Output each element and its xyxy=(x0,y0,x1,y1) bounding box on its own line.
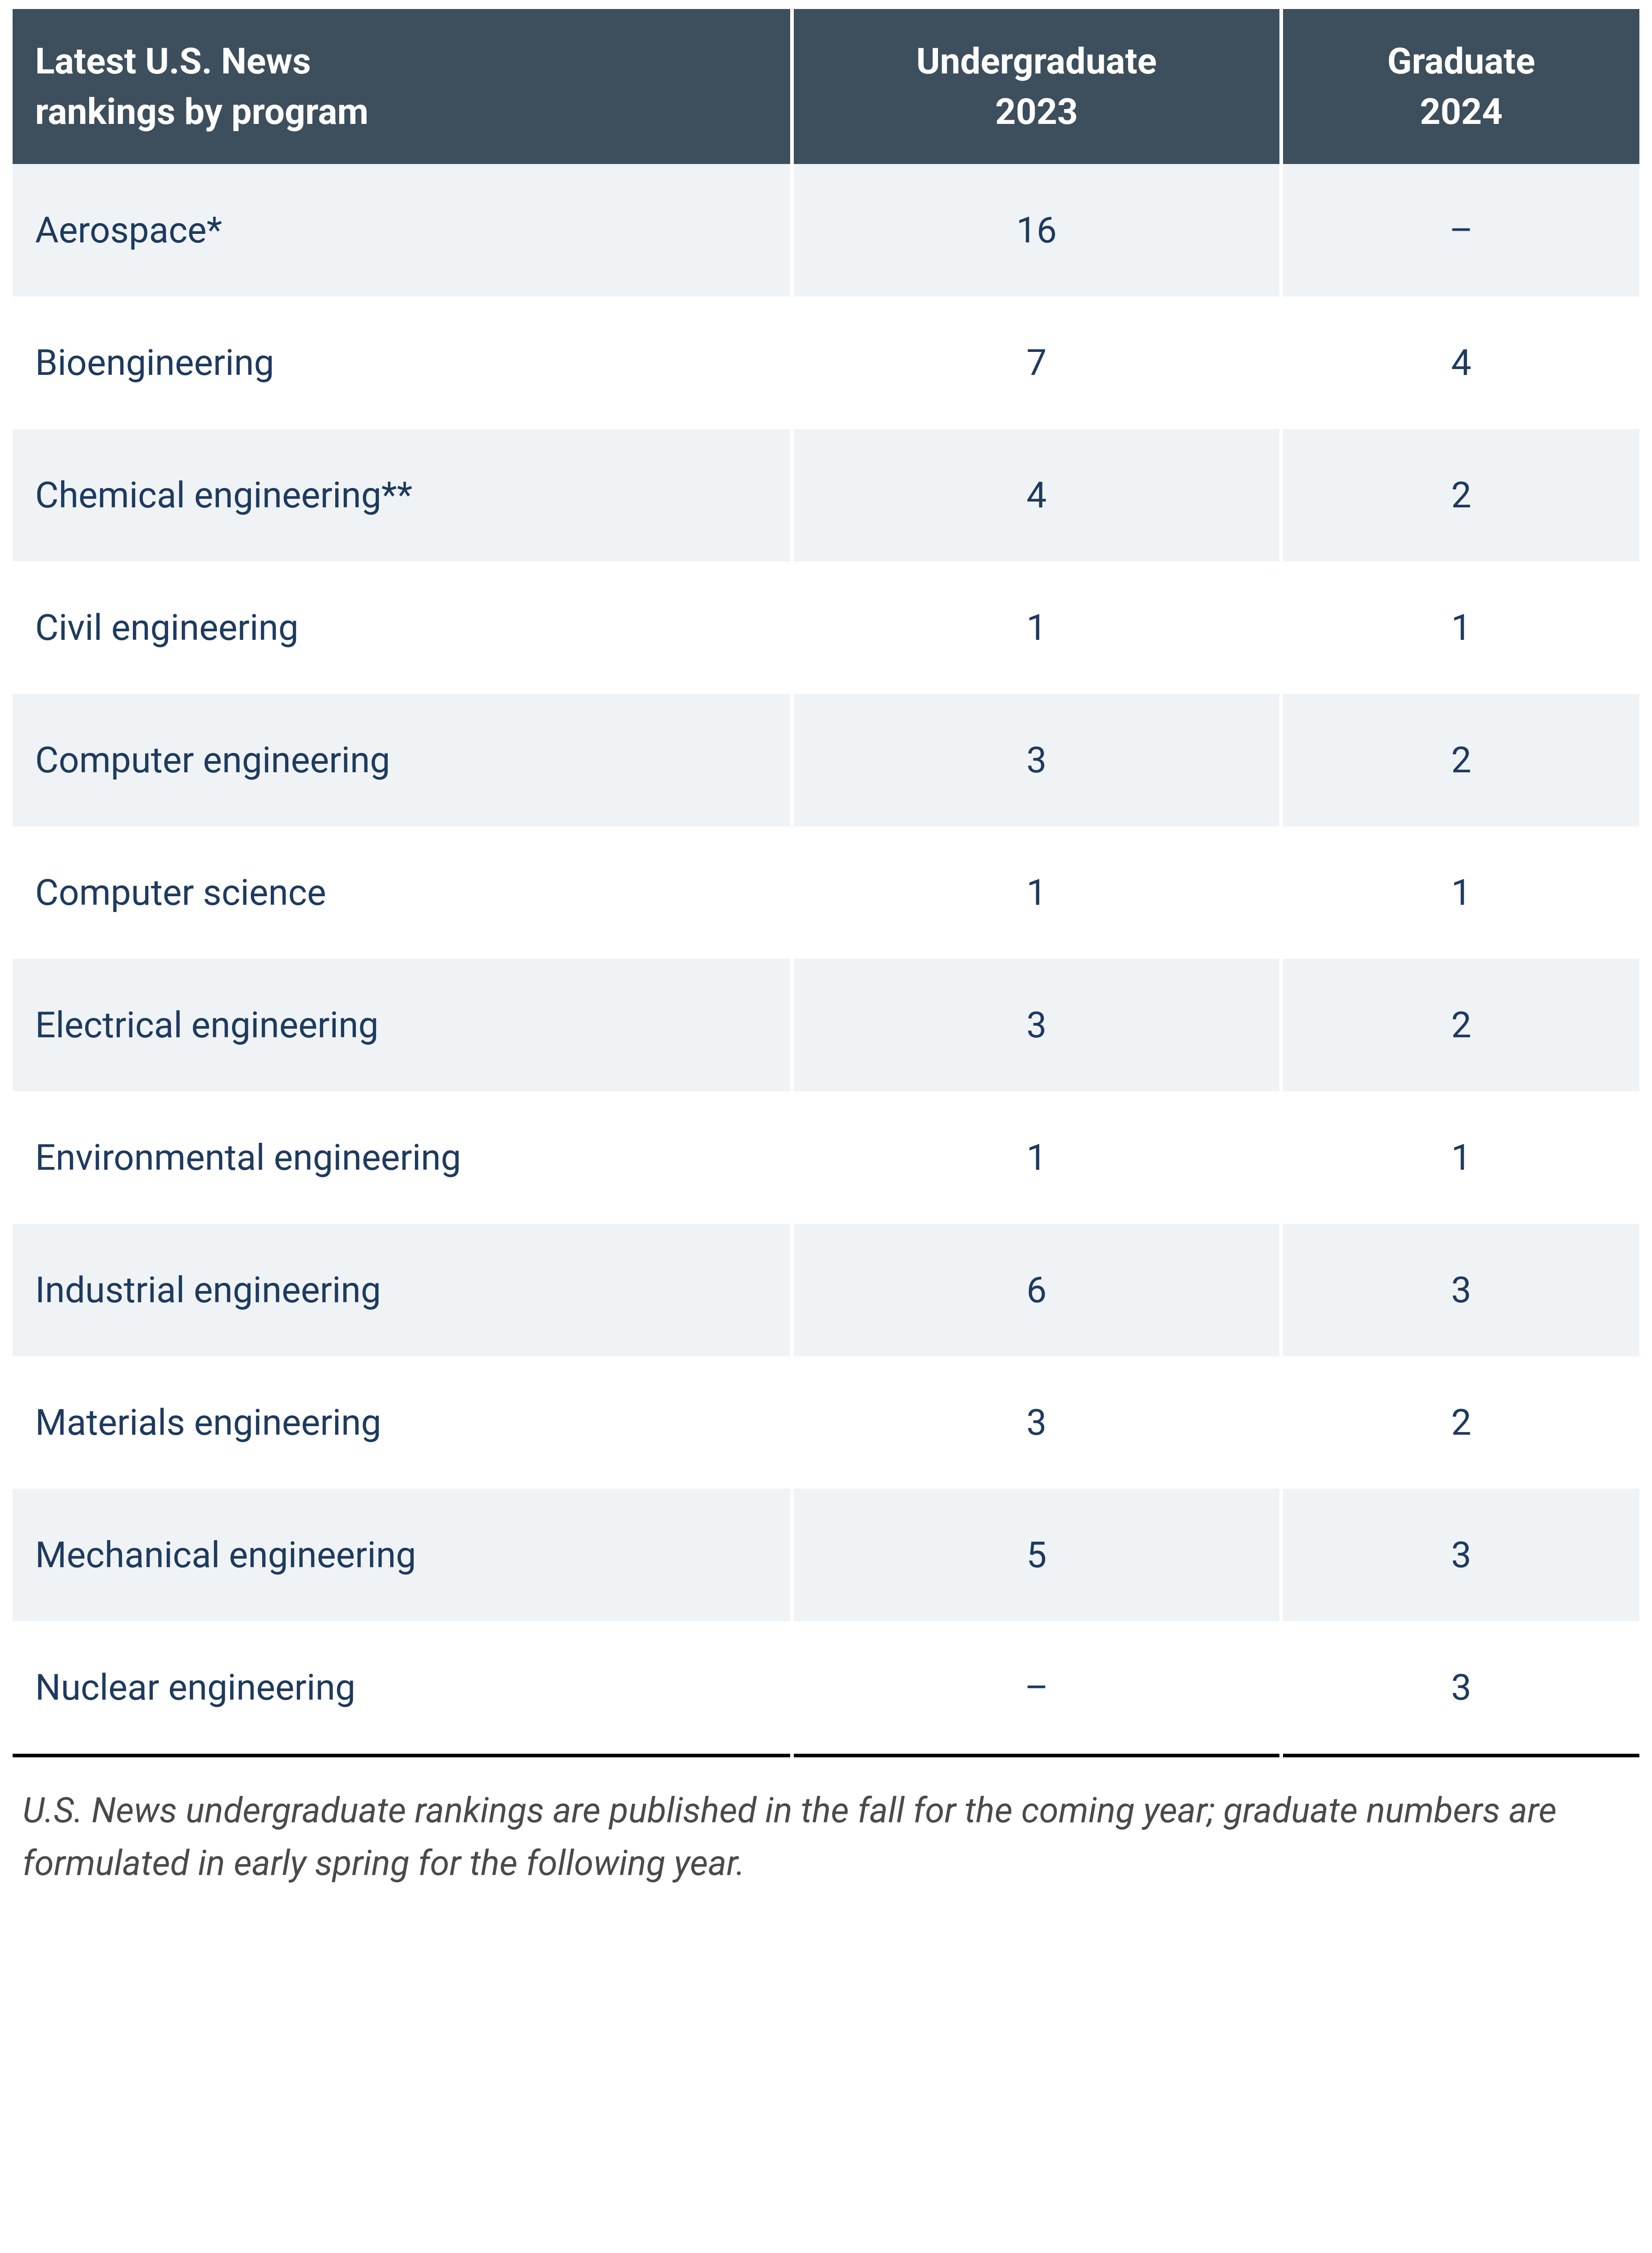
table-row: Mechanical engineering 5 3 xyxy=(13,1489,1639,1621)
cell-undergrad: 3 xyxy=(794,694,1280,826)
table-footnote: U.S. News undergraduate rankings are pub… xyxy=(9,1757,1643,1903)
rankings-table-container: Latest U.S. News rankings by program Und… xyxy=(9,9,1643,1903)
header-undergrad-line2: 2023 xyxy=(995,91,1078,133)
cell-undergrad: 1 xyxy=(794,826,1280,959)
cell-program: Industrial engineering xyxy=(13,1224,790,1356)
cell-program: Electrical engineering xyxy=(13,959,790,1091)
rankings-table: Latest U.S. News rankings by program Und… xyxy=(9,9,1643,1757)
header-row: Latest U.S. News rankings by program Und… xyxy=(13,9,1639,164)
cell-undergrad: 1 xyxy=(794,561,1280,694)
cell-undergrad: 3 xyxy=(794,959,1280,1091)
header-grad: Graduate 2024 xyxy=(1283,9,1639,164)
table-row: Environmental engineering 1 1 xyxy=(13,1091,1639,1224)
header-program-line2: rankings by program xyxy=(35,91,369,133)
table-row: Chemical engineering** 4 2 xyxy=(13,429,1639,561)
cell-undergrad: – xyxy=(794,1621,1280,1757)
header-undergrad-line1: Undergraduate xyxy=(916,40,1157,82)
cell-undergrad: 1 xyxy=(794,1091,1280,1224)
cell-program: Computer engineering xyxy=(13,694,790,826)
cell-program: Materials engineering xyxy=(13,1356,790,1489)
header-program: Latest U.S. News rankings by program xyxy=(13,9,790,164)
cell-program: Chemical engineering** xyxy=(13,429,790,561)
cell-undergrad: 5 xyxy=(794,1489,1280,1621)
cell-grad: 1 xyxy=(1283,826,1639,959)
cell-undergrad: 4 xyxy=(794,429,1280,561)
cell-grad: 2 xyxy=(1283,694,1639,826)
cell-grad: 2 xyxy=(1283,959,1639,1091)
cell-grad: 3 xyxy=(1283,1621,1639,1757)
table-row: Electrical engineering 3 2 xyxy=(13,959,1639,1091)
table-row: Computer science 1 1 xyxy=(13,826,1639,959)
cell-undergrad: 3 xyxy=(794,1356,1280,1489)
cell-program: Aerospace* xyxy=(13,164,790,296)
cell-grad: – xyxy=(1283,164,1639,296)
table-row: Aerospace* 16 – xyxy=(13,164,1639,296)
table-body: Aerospace* 16 – Bioengineering 7 4 Chemi… xyxy=(13,164,1639,1757)
header-grad-line2: 2024 xyxy=(1420,91,1503,133)
cell-program: Mechanical engineering xyxy=(13,1489,790,1621)
cell-undergrad: 7 xyxy=(794,296,1280,429)
header-grad-line1: Graduate xyxy=(1387,40,1535,82)
cell-program: Nuclear engineering xyxy=(13,1621,790,1757)
table-row: Nuclear engineering – 3 xyxy=(13,1621,1639,1757)
cell-program: Environmental engineering xyxy=(13,1091,790,1224)
header-program-line1: Latest U.S. News xyxy=(35,40,311,82)
cell-grad: 1 xyxy=(1283,1091,1639,1224)
cell-program: Computer science xyxy=(13,826,790,959)
cell-grad: 3 xyxy=(1283,1224,1639,1356)
cell-grad: 1 xyxy=(1283,561,1639,694)
header-undergrad: Undergraduate 2023 xyxy=(794,9,1280,164)
cell-grad: 3 xyxy=(1283,1489,1639,1621)
cell-grad: 4 xyxy=(1283,296,1639,429)
table-row: Civil engineering 1 1 xyxy=(13,561,1639,694)
table-row: Materials engineering 3 2 xyxy=(13,1356,1639,1489)
cell-undergrad: 16 xyxy=(794,164,1280,296)
cell-program: Civil engineering xyxy=(13,561,790,694)
table-row: Bioengineering 7 4 xyxy=(13,296,1639,429)
table-row: Computer engineering 3 2 xyxy=(13,694,1639,826)
cell-program: Bioengineering xyxy=(13,296,790,429)
table-row: Industrial engineering 6 3 xyxy=(13,1224,1639,1356)
table-header: Latest U.S. News rankings by program Und… xyxy=(13,9,1639,164)
cell-grad: 2 xyxy=(1283,429,1639,561)
cell-undergrad: 6 xyxy=(794,1224,1280,1356)
cell-grad: 2 xyxy=(1283,1356,1639,1489)
